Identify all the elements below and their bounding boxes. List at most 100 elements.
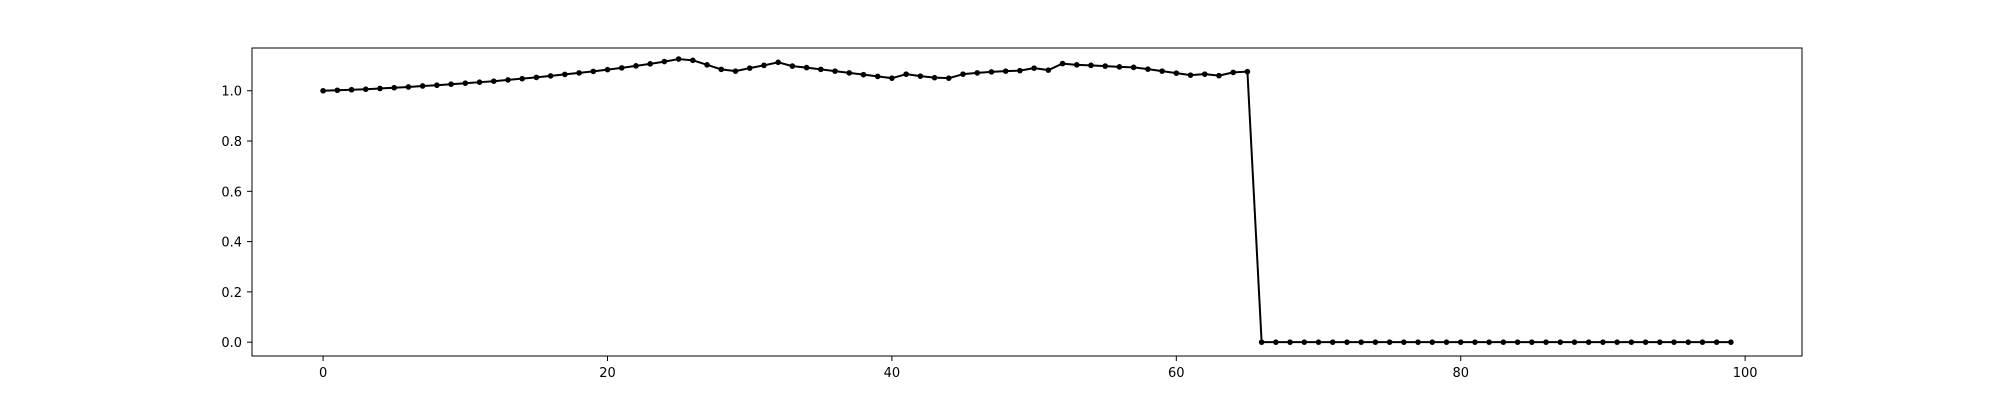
data-point: [405, 84, 412, 90]
data-point: [1130, 64, 1137, 71]
data-point: [832, 68, 838, 74]
data-point: [732, 68, 739, 74]
data-point: [1585, 339, 1592, 345]
y-tick-label: 0.4: [221, 236, 242, 251]
data-point: [1358, 339, 1364, 345]
data-point: [448, 81, 454, 88]
y-axis-ticks: 0.0 0.2 0.4 0.6 0.8 1.0: [221, 85, 252, 351]
data-point: [1656, 339, 1663, 345]
data-point: [1201, 71, 1208, 77]
data-point: [633, 63, 639, 69]
data-point: [690, 57, 696, 64]
x-tick-label: 60: [1168, 366, 1185, 381]
data-point: [1372, 339, 1379, 345]
x-tick-label: 80: [1452, 366, 1469, 381]
data-point: [462, 80, 469, 86]
data-point: [1031, 65, 1037, 71]
data-point: [1059, 60, 1066, 67]
data-point: [945, 75, 952, 81]
data-point: [590, 68, 597, 75]
data-point: [476, 79, 483, 85]
data-point: [618, 65, 625, 71]
data-point: [362, 86, 369, 93]
x-tick-label: 100: [1733, 366, 1758, 381]
data-point: [1600, 339, 1606, 345]
data-point: [391, 84, 398, 91]
data-point: [860, 71, 867, 78]
data-point: [789, 63, 796, 69]
data-point: [1230, 69, 1236, 76]
data-point: [718, 66, 725, 73]
data-point: [576, 70, 582, 76]
y-tick-label: 0.6: [221, 185, 242, 200]
data-point: [1415, 339, 1421, 345]
data-point: [334, 87, 341, 94]
data-point: [675, 56, 682, 62]
data-point: [1258, 339, 1265, 345]
y-tick-label: 1.0: [221, 85, 242, 100]
data-point: [562, 71, 568, 78]
data-point: [1614, 339, 1620, 345]
data-point: [1301, 339, 1308, 345]
data-point: [974, 70, 981, 76]
data-point: [1116, 64, 1123, 70]
data-point: [1102, 63, 1109, 69]
data-point: [874, 73, 881, 80]
data-point: [604, 66, 611, 73]
data-point: [761, 62, 767, 69]
data-point: [1401, 339, 1407, 345]
data-point: [533, 74, 540, 81]
data-point: [1443, 339, 1450, 345]
data-point: [1543, 339, 1549, 345]
data-point: [490, 78, 497, 84]
x-tick-label: 20: [599, 366, 616, 381]
data-point: [1173, 70, 1180, 76]
x-axis-ticks: 0 20 40 60 80 100: [319, 356, 1758, 381]
data-point: [917, 73, 924, 79]
data-point: [775, 59, 781, 66]
y-tick-label: 0.2: [221, 286, 242, 301]
data-point: [1145, 66, 1151, 72]
data-point: [1713, 339, 1720, 345]
data-point: [1344, 339, 1350, 345]
data-point: [988, 69, 995, 75]
data-point: [1642, 339, 1649, 345]
data-point: [1685, 339, 1692, 345]
data-point: [519, 75, 525, 82]
data-point: [1073, 62, 1080, 68]
data-point: [434, 82, 440, 89]
data-point: [1557, 339, 1564, 345]
data-point: [931, 74, 938, 81]
data-point: [1429, 339, 1436, 345]
data-point: [1472, 339, 1478, 345]
data-point: [903, 71, 909, 77]
data-point: [1088, 62, 1094, 69]
y-tick-label: 0.8: [221, 135, 242, 150]
data-point: [1287, 339, 1293, 345]
data-point: [1728, 339, 1734, 345]
data-point: [1244, 68, 1251, 75]
data-point: [661, 58, 668, 65]
x-tick-label: 40: [884, 366, 901, 381]
data-point: [1457, 339, 1464, 345]
plot-area-frame: [251, 47, 1803, 357]
data-point: [1514, 339, 1521, 345]
data-point: [1273, 339, 1279, 345]
series-layer: [320, 56, 1734, 345]
data-point: [1500, 339, 1507, 345]
data-point: [960, 71, 966, 77]
data-point: [547, 73, 554, 79]
series-line: [323, 58, 1731, 344]
data-point: [348, 86, 355, 93]
y-tick-label: 0.0: [221, 336, 242, 351]
data-point: [846, 70, 853, 76]
data-point: [1002, 68, 1009, 74]
x-tick-label: 0: [319, 366, 327, 381]
data-point: [1486, 339, 1492, 345]
data-point: [746, 65, 753, 71]
data-point: [1017, 67, 1023, 74]
data-point: [377, 85, 383, 92]
data-point: [1187, 72, 1194, 78]
